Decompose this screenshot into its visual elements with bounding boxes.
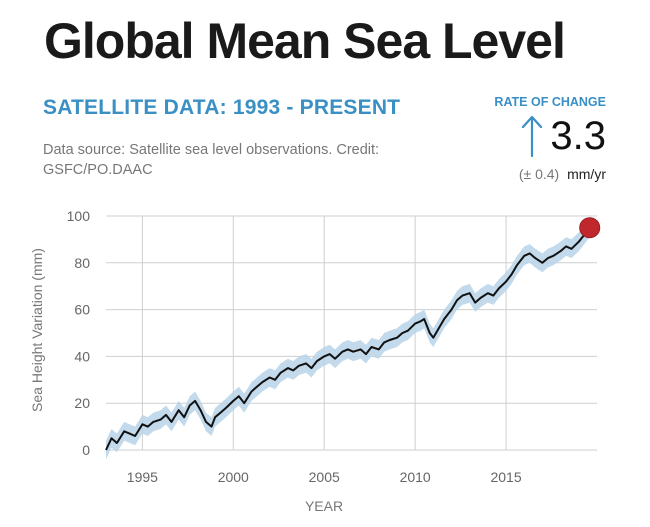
data-source-credit: Data source: Satellite sea level observa… bbox=[43, 142, 380, 178]
y-tick-label-60: 60 bbox=[74, 302, 90, 318]
y-tick-labels: 0 20 40 60 80 100 bbox=[67, 208, 91, 458]
rate-unit-row: (± 0.4) mm/yr bbox=[519, 166, 606, 182]
y-tick-label-80: 80 bbox=[74, 255, 90, 271]
rate-unit: mm/yr bbox=[567, 166, 606, 182]
y-tick-label-0: 0 bbox=[82, 442, 90, 458]
x-tick-labels: 1995 2000 2005 2010 2015 bbox=[127, 469, 522, 485]
x-tick-label-2010: 2010 bbox=[400, 469, 431, 485]
x-tick-label-1995: 1995 bbox=[127, 469, 158, 485]
rate-value: 3.3 bbox=[550, 114, 606, 158]
current-value-marker bbox=[579, 217, 601, 239]
x-axis-label: YEAR bbox=[305, 498, 343, 514]
x-tick-label-2005: 2005 bbox=[309, 469, 340, 485]
y-tick-label-40: 40 bbox=[74, 348, 90, 364]
y-tick-label-20: 20 bbox=[74, 395, 90, 411]
x-tick-label-2000: 2000 bbox=[218, 469, 249, 485]
rate-of-change-value-row: 3.3 bbox=[520, 112, 606, 160]
uncertainty-band bbox=[106, 218, 590, 460]
y-axis-label: Sea Height Variation (mm) bbox=[29, 248, 45, 412]
page-title: Global Mean Sea Level bbox=[44, 13, 566, 69]
chart-subtitle: SATELLITE DATA: 1993 - PRESENT bbox=[43, 96, 401, 119]
rate-of-change-label: RATE OF CHANGE bbox=[494, 95, 606, 109]
up-arrow-icon bbox=[522, 115, 543, 158]
sea-level-line bbox=[105, 227, 591, 451]
series-line-layer bbox=[105, 217, 601, 451]
x-tick-label-2015: 2015 bbox=[490, 469, 521, 485]
rate-uncertainty: (± 0.4) bbox=[518, 166, 560, 182]
y-tick-label-100: 100 bbox=[67, 208, 91, 224]
uncertainty-band-layer bbox=[106, 218, 590, 460]
